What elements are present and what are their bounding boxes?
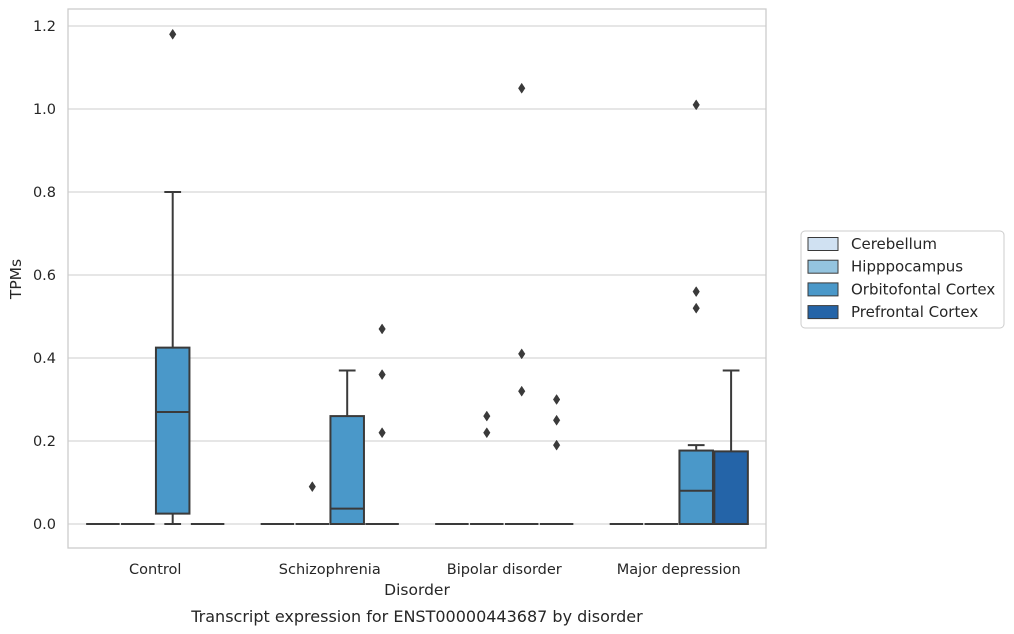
box: [295, 481, 330, 525]
legend-label: Prefrontal Cortex: [851, 303, 978, 321]
box: [539, 394, 574, 525]
outlier-point: [553, 414, 561, 426]
box: [329, 369, 365, 526]
legend-swatch: [807, 259, 839, 274]
y-tick-label: 1.2: [33, 19, 56, 35]
chart-caption: Transcript expression for ENST0000044368…: [190, 607, 643, 626]
y-tick-label: 0.2: [33, 434, 56, 450]
legend-swatch: [807, 237, 839, 251]
y-axis-ticks: 0.0 0.2 0.4 0.6 0.8 1.0 1.2: [33, 19, 56, 533]
y-tick-label: 0.8: [33, 185, 56, 201]
outlier-point: [692, 286, 700, 298]
outlier-point: [308, 481, 316, 493]
outlier-point: [483, 410, 491, 422]
outlier-point: [378, 323, 386, 335]
x-tick-label: Schizophrenia: [279, 562, 381, 578]
legend: Cerebellum Hipppocampus Orbitofontal Corte…: [800, 230, 1005, 329]
outlier-point: [518, 82, 526, 94]
box-series: [86, 28, 749, 526]
y-tick-label: 0.4: [33, 351, 56, 367]
x-axis-ticks: Control Schizophrenia Bipolar disorder Majo…: [129, 562, 741, 578]
legend-frame: [800, 230, 1005, 329]
box: [713, 369, 749, 525]
outlier-point: [378, 369, 386, 381]
y-axis-label: TPMs: [7, 259, 25, 300]
box: [154, 28, 191, 525]
outlier-point: [483, 427, 491, 439]
plot-frame: [67, 8, 767, 549]
legend-label: Orbitofontal Cortex: [851, 280, 995, 298]
outlier-point: [378, 427, 386, 439]
outlier-point: [692, 302, 700, 314]
outlier-point: [553, 439, 561, 451]
box: [470, 410, 504, 525]
y-tick-label: 0.0: [33, 517, 56, 533]
legend-swatch: [807, 282, 839, 297]
outlier-point: [169, 28, 177, 40]
x-tick-label: Control: [129, 562, 181, 578]
box-body: [329, 415, 365, 526]
box: [678, 99, 714, 526]
outlier-point: [692, 99, 700, 111]
legend-swatch: [807, 305, 839, 320]
legend-label: Hipppocampus: [851, 258, 963, 276]
box: [365, 323, 399, 525]
box-body: [678, 449, 714, 526]
outlier-point: [518, 385, 526, 397]
outlier-point: [518, 348, 526, 360]
box-body: [713, 450, 749, 525]
x-tick-label: Bipolar disorder: [447, 562, 562, 578]
y-tick-label: 1.0: [33, 102, 56, 118]
outlier-point: [553, 394, 561, 405]
box: [504, 82, 539, 525]
y-tick-label: 0.6: [33, 268, 56, 284]
legend-label: Cerebellum: [851, 235, 937, 253]
x-axis-label: Disorder: [384, 581, 450, 599]
box-body: [154, 346, 191, 515]
x-tick-label: Major depression: [617, 562, 741, 578]
